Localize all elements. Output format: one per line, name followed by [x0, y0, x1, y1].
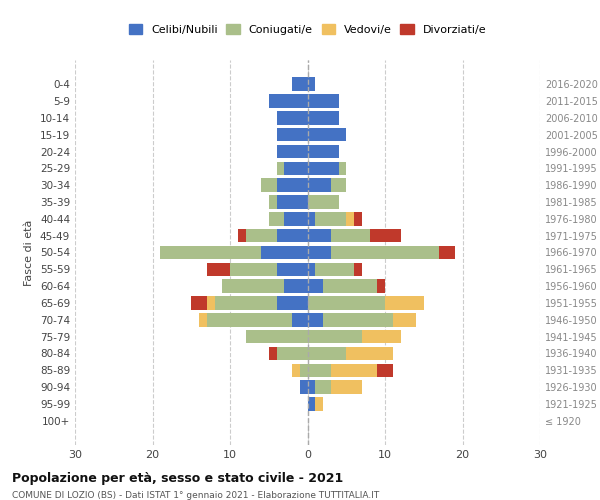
Bar	[222, 280, 284, 293]
Bar	[207, 262, 230, 276]
Bar	[284, 280, 308, 293]
Bar	[292, 364, 300, 377]
Bar	[308, 296, 385, 310]
Bar	[207, 296, 215, 310]
Bar	[284, 162, 308, 175]
Bar	[277, 262, 308, 276]
Bar	[331, 380, 362, 394]
Bar	[277, 346, 308, 360]
Bar	[199, 313, 207, 326]
Bar	[331, 178, 346, 192]
Bar	[377, 364, 393, 377]
Bar	[315, 380, 331, 394]
Bar	[308, 380, 315, 394]
Bar	[362, 330, 401, 344]
Bar	[300, 380, 308, 394]
Bar	[315, 397, 323, 410]
Y-axis label: Fasce di età: Fasce di età	[25, 220, 34, 286]
Bar	[308, 128, 346, 141]
Bar	[377, 280, 385, 293]
Bar	[370, 229, 401, 242]
Bar	[323, 313, 393, 326]
Bar	[238, 229, 245, 242]
Bar	[277, 178, 308, 192]
Bar	[308, 262, 315, 276]
Bar	[308, 364, 331, 377]
Bar	[308, 212, 315, 226]
Bar	[308, 346, 346, 360]
Bar	[269, 94, 308, 108]
Bar	[277, 145, 308, 158]
Bar	[215, 296, 277, 310]
Bar	[338, 162, 346, 175]
Bar	[269, 212, 284, 226]
Bar	[292, 78, 308, 91]
Bar	[323, 280, 377, 293]
Bar	[331, 246, 439, 259]
Bar	[277, 128, 308, 141]
Text: Popolazione per età, sesso e stato civile - 2021: Popolazione per età, sesso e stato civil…	[12, 472, 343, 485]
Legend: Celibi/Nubili, Coniugati/e, Vedovi/e, Divorziati/e: Celibi/Nubili, Coniugati/e, Vedovi/e, Di…	[124, 20, 491, 39]
Bar	[308, 145, 338, 158]
Bar	[308, 78, 315, 91]
Bar	[331, 229, 370, 242]
Bar	[308, 397, 315, 410]
Bar	[230, 262, 277, 276]
Bar	[277, 162, 284, 175]
Bar	[308, 229, 331, 242]
Bar	[385, 296, 424, 310]
Bar	[277, 196, 308, 209]
Bar	[439, 246, 455, 259]
Bar	[292, 313, 308, 326]
Bar	[269, 196, 277, 209]
Bar	[308, 162, 338, 175]
Bar	[346, 346, 393, 360]
Bar	[393, 313, 416, 326]
Bar	[269, 346, 277, 360]
Bar	[277, 229, 308, 242]
Bar	[315, 212, 346, 226]
Bar	[354, 212, 362, 226]
Bar	[300, 364, 308, 377]
Bar	[277, 296, 308, 310]
Bar	[308, 313, 323, 326]
Bar	[207, 313, 292, 326]
Bar	[308, 111, 338, 124]
Bar	[277, 111, 308, 124]
Bar	[284, 212, 308, 226]
Bar	[191, 296, 207, 310]
Bar	[308, 280, 323, 293]
Bar	[261, 178, 277, 192]
Bar	[308, 330, 362, 344]
Bar	[245, 229, 277, 242]
Bar	[331, 364, 377, 377]
Bar	[308, 94, 338, 108]
Bar	[308, 246, 331, 259]
Bar	[315, 262, 354, 276]
Bar	[261, 246, 308, 259]
Bar	[308, 196, 338, 209]
Bar	[346, 212, 354, 226]
Bar	[160, 246, 261, 259]
Text: COMUNE DI LOZIO (BS) - Dati ISTAT 1° gennaio 2021 - Elaborazione TUTTITALIA.IT: COMUNE DI LOZIO (BS) - Dati ISTAT 1° gen…	[12, 491, 379, 500]
Bar	[354, 262, 362, 276]
Bar	[245, 330, 308, 344]
Bar	[308, 178, 331, 192]
